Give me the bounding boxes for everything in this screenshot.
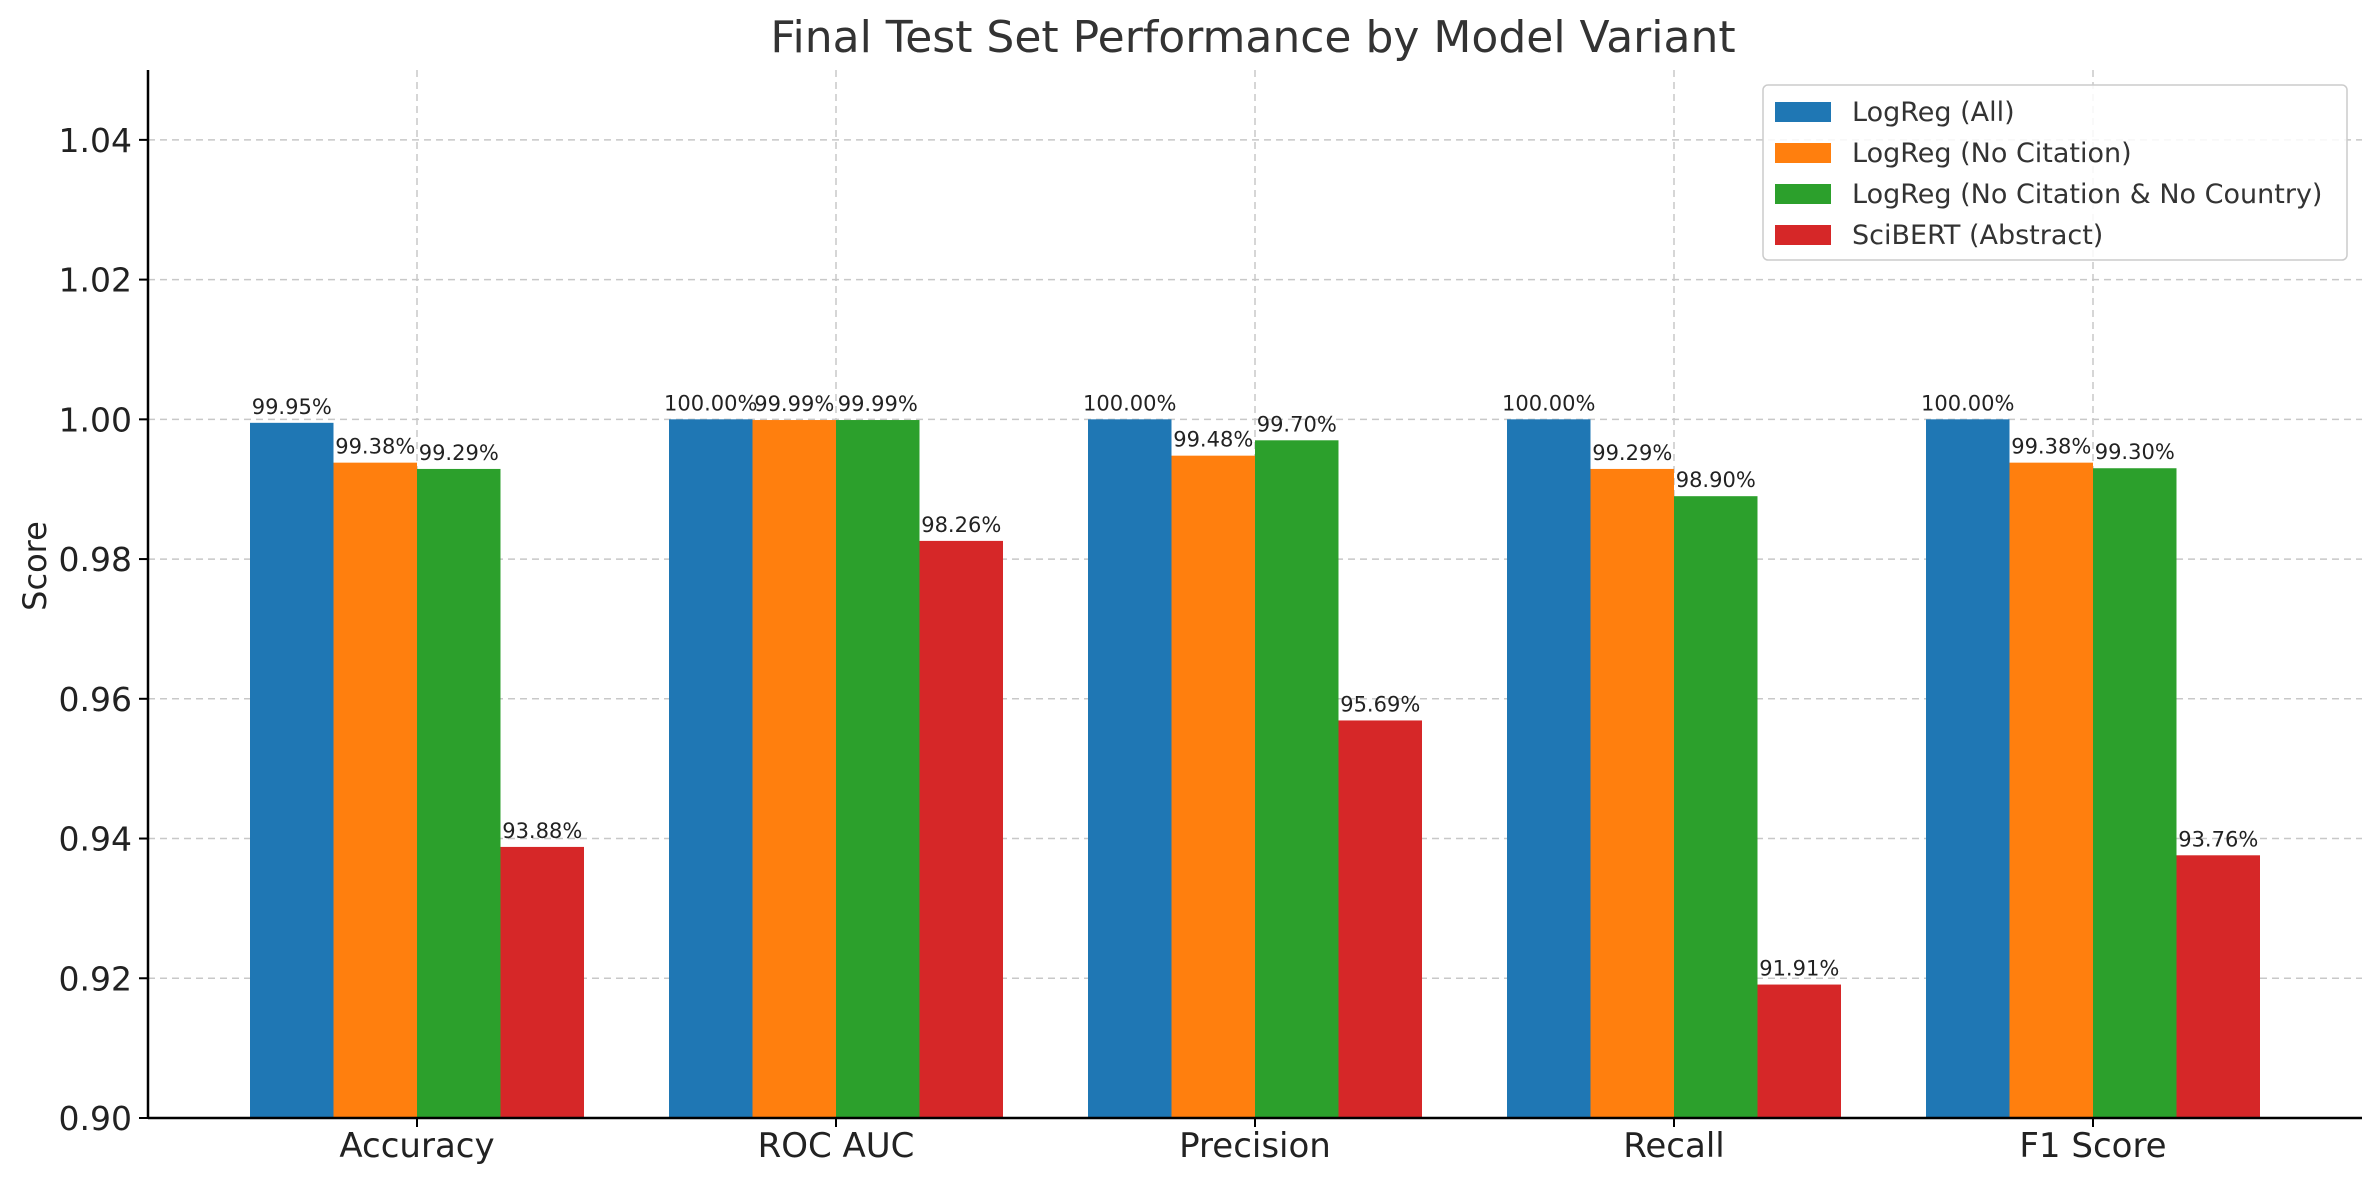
bar (1590, 468, 1674, 1118)
data-label: 99.95% (252, 395, 332, 419)
bar (1674, 496, 1758, 1119)
y-tick-label: 0.94 (59, 820, 132, 859)
bar (250, 422, 334, 1118)
bar (1088, 419, 1172, 1118)
x-tick-label: ROC AUC (758, 1126, 915, 1166)
data-label: 95.69% (1340, 692, 1420, 716)
data-label: 99.70% (1257, 412, 1337, 436)
bar (1255, 440, 1339, 1118)
bar (2093, 468, 2177, 1118)
bar (669, 419, 753, 1118)
y-tick-label: 1.04 (59, 121, 132, 160)
bar (2009, 462, 2093, 1119)
bar (2176, 855, 2260, 1118)
legend-swatch (1775, 102, 1831, 122)
bar (752, 420, 836, 1119)
data-label: 100.00% (1502, 391, 1595, 415)
data-label: 98.90% (1676, 468, 1756, 492)
y-tick-label: 1.02 (59, 261, 132, 300)
y-tick-label: 0.90 (59, 1099, 132, 1138)
chart-title: Final Test Set Performance by Model Vari… (770, 12, 1735, 63)
data-label: 98.26% (921, 513, 1001, 537)
y-tick-label: 0.96 (59, 680, 132, 719)
y-tick-label: 0.92 (59, 959, 132, 998)
tick-labels: 0.90 0.92 0.94 0.96 0.98 1.00 1.02 1.04 Accuracy… (59, 121, 2167, 1166)
legend-swatch (1775, 225, 1831, 245)
data-label: 99.30% (2095, 440, 2175, 464)
bar (919, 540, 1003, 1118)
legend-swatch (1775, 143, 1831, 163)
bar (1926, 419, 2010, 1118)
axes (139, 70, 2362, 1127)
x-tick-label: Recall (1623, 1126, 1724, 1166)
x-tick-label: Accuracy (339, 1126, 494, 1166)
y-axis-label: Score (16, 521, 54, 611)
bar (1171, 455, 1255, 1118)
bar (1757, 984, 1841, 1118)
legend-label: LogReg (No Citation & No Country) (1852, 179, 2322, 210)
x-tick-label: Precision (1179, 1126, 1331, 1166)
data-label: 99.48% (1173, 428, 1253, 452)
data-label: 99.38% (335, 435, 415, 459)
bar (417, 468, 501, 1118)
bar (500, 846, 584, 1118)
legend-label: LogReg (All) (1852, 97, 2015, 128)
data-label: 100.00% (664, 391, 757, 415)
data-label: 100.00% (1921, 391, 2014, 415)
y-tick-label: 1.00 (59, 400, 132, 439)
legend: LogReg (All) LogReg (No Citation) LogReg (… (1762, 84, 2348, 261)
bar (1507, 419, 1591, 1118)
bars (250, 419, 2260, 1119)
data-label: 99.29% (1592, 441, 1672, 465)
legend-label: SciBERT (Abstract) (1852, 220, 2103, 251)
data-label: 93.76% (2178, 827, 2258, 851)
data-label: 100.00% (1083, 391, 1176, 415)
bar (333, 462, 417, 1119)
data-label: 99.99% (838, 392, 918, 416)
data-label: 93.88% (502, 819, 582, 843)
data-labels: 99.95% 100.00% 100.00% 100.00% 100.00% 99.38%… (252, 391, 2259, 980)
bar (836, 420, 920, 1119)
legend-frame (1762, 84, 2348, 261)
data-label: 99.29% (419, 441, 499, 465)
bar (1338, 720, 1422, 1118)
data-label: 91.91% (1759, 957, 1839, 981)
y-tick-label: 0.98 (59, 540, 132, 579)
data-label: 99.38% (2011, 435, 2091, 459)
x-tick-label: F1 Score (2019, 1126, 2166, 1166)
data-label: 99.99% (754, 392, 834, 416)
legend-swatch (1775, 184, 1831, 204)
legend-label: LogReg (No Citation) (1852, 138, 2132, 169)
